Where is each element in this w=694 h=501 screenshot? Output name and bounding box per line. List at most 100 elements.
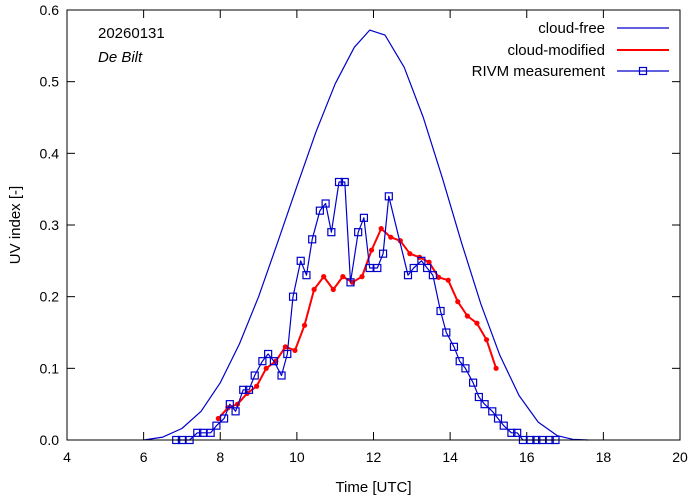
y-axis-title: UV index [-] — [7, 186, 24, 264]
data-point-cloud-modified — [330, 286, 336, 293]
data-point-rivm-measurement — [488, 407, 497, 416]
data-point-rivm-measurement — [225, 400, 234, 409]
data-point-rivm-measurement — [239, 385, 248, 394]
data-point-cloud-modified — [368, 247, 375, 253]
x-tick-label: 8 — [216, 449, 224, 465]
tick-labels: 4 6 8 10 12 14 16 18 20 0.0 0.1 0.2 0.3 0.4 0.5 0.6 — [40, 2, 688, 465]
data-point-rivm-measurement — [507, 428, 516, 437]
series-layer — [143, 29, 589, 445]
data-point-rivm-measurement — [288, 292, 298, 301]
data-point-rivm-measurement — [244, 385, 254, 394]
data-point-rivm-measurement — [302, 271, 311, 280]
data-point-cloud-modified — [301, 322, 308, 328]
data-point-rivm-measurement — [423, 263, 432, 273]
data-point-rivm-measurement — [513, 428, 522, 437]
x-tick-label: 4 — [63, 449, 71, 465]
data-point-rivm-measurement — [296, 256, 305, 265]
y-tick-label: 0.5 — [40, 74, 60, 90]
data-point-rivm-measurement — [346, 278, 355, 287]
data-point-cloud-modified — [254, 383, 260, 389]
data-point-rivm-measurement — [198, 428, 208, 437]
data-point-rivm-measurement — [474, 392, 483, 402]
data-point-rivm-measurement — [365, 263, 374, 273]
data-point-cloud-modified — [215, 415, 221, 422]
legend-label-rivm-measurement: RIVM measurement — [472, 63, 606, 80]
date-label: 20260131 — [98, 25, 165, 42]
data-point-cloud-modified — [407, 251, 413, 257]
data-point-cloud-modified — [474, 320, 480, 326]
data-point-rivm-measurement — [449, 342, 459, 351]
data-point-rivm-measurement — [334, 177, 344, 187]
x-tick-label: 18 — [596, 449, 612, 465]
data-point-rivm-measurement — [212, 421, 221, 430]
data-point-rivm-measurement — [219, 414, 229, 423]
data-point-rivm-measurement — [469, 378, 478, 387]
data-point-rivm-measurement — [231, 407, 240, 416]
legend: cloud-free cloud-modified RIVM measureme… — [472, 20, 669, 80]
data-point-rivm-measurement — [308, 235, 317, 244]
data-point-rivm-measurement — [193, 428, 202, 437]
data-point-rivm-measurement — [428, 271, 437, 280]
data-point-rivm-measurement — [403, 271, 413, 280]
data-point-rivm-measurement — [499, 421, 508, 430]
data-point-rivm-measurement — [206, 428, 215, 437]
data-point-rivm-measurement — [442, 328, 451, 337]
data-point-cloud-modified — [340, 274, 346, 280]
y-tick-label: 0.0 — [40, 432, 60, 448]
data-point-cloud-modified — [493, 365, 499, 371]
data-point-cloud-modified — [436, 274, 442, 280]
y-tick-label: 0.4 — [40, 145, 60, 161]
data-point-rivm-measurement — [378, 249, 388, 258]
legend-label-cloud-modified: cloud-modified — [507, 42, 605, 59]
data-point-rivm-measurement — [277, 371, 286, 380]
data-point-rivm-measurement — [250, 371, 259, 380]
x-tick-label: 20 — [672, 449, 688, 465]
data-point-rivm-measurement — [436, 306, 445, 316]
x-tick-label: 12 — [366, 449, 382, 465]
x-axis-title: Time [UTC] — [335, 479, 411, 496]
data-point-cloud-modified — [311, 286, 317, 293]
plot-frame — [66, 9, 681, 441]
data-point-rivm-measurement — [373, 263, 382, 273]
data-point-rivm-measurement — [258, 357, 267, 366]
y-tick-label: 0.6 — [40, 2, 60, 18]
data-point-rivm-measurement — [384, 192, 393, 201]
x-tick-label: 6 — [140, 449, 148, 465]
series-line-cloud-free — [143, 29, 589, 441]
data-point-cloud-modified — [321, 274, 327, 280]
data-point-rivm-measurement — [340, 177, 349, 187]
data-point-rivm-measurement — [455, 357, 464, 366]
data-point-cloud-modified — [388, 234, 394, 240]
data-point-rivm-measurement — [315, 206, 324, 215]
x-tick-label: 10 — [289, 449, 305, 465]
y-tick-label: 0.3 — [40, 217, 60, 233]
x-tick-label: 14 — [442, 449, 458, 465]
data-point-rivm-measurement — [264, 349, 273, 359]
legend-label-cloud-free: cloud-free — [538, 20, 605, 37]
data-point-cloud-modified — [455, 299, 461, 305]
data-point-cloud-modified — [483, 337, 490, 343]
legend-marker-rivm-measurement — [638, 66, 648, 76]
data-point-cloud-modified — [359, 274, 365, 280]
data-point-cloud-modified — [445, 277, 451, 283]
data-point-rivm-measurement — [327, 228, 336, 237]
data-point-cloud-modified — [263, 365, 269, 371]
data-point-rivm-measurement — [409, 263, 418, 273]
data-point-cloud-modified — [464, 313, 470, 319]
data-point-rivm-measurement — [480, 400, 489, 409]
data-point-rivm-measurement — [359, 213, 369, 222]
x-tick-label: 16 — [519, 449, 535, 465]
data-point-cloud-modified — [292, 347, 298, 354]
data-point-rivm-measurement — [461, 364, 470, 373]
station-label: De Bilt — [98, 49, 143, 66]
data-point-rivm-measurement — [321, 199, 330, 208]
series-line-cloud-modified — [217, 227, 498, 420]
data-point-cloud-modified — [282, 344, 288, 350]
data-point-cloud-modified — [426, 259, 432, 265]
y-tick-label: 0.2 — [40, 289, 60, 305]
data-point-rivm-measurement — [269, 357, 278, 366]
y-tick-label: 0.1 — [40, 360, 60, 376]
data-point-rivm-measurement — [354, 228, 363, 237]
data-point-rivm-measurement — [417, 256, 426, 265]
